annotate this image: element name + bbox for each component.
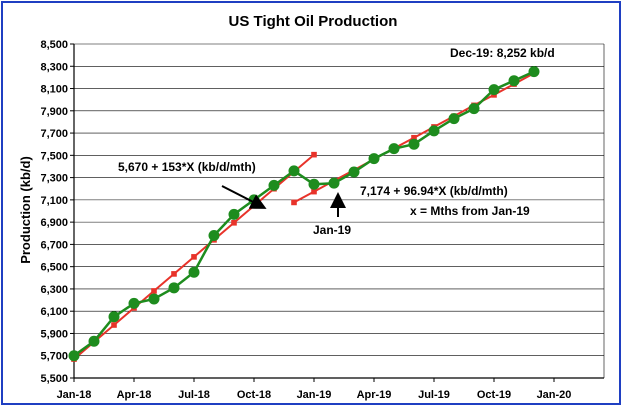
data-point [508, 75, 520, 87]
data-point [188, 266, 200, 278]
y-tick-label: 8,100 [40, 84, 68, 96]
y-tick-label: 6,900 [40, 217, 68, 229]
data-point [168, 282, 180, 294]
axes [70, 43, 605, 382]
y-tick-label: 6,500 [40, 262, 68, 274]
data-point [151, 288, 157, 294]
y-tick-labels: 5,500 5,700 5,900 6,100 6,300 6,500 6,700 6,900… [40, 39, 68, 385]
data-point [311, 151, 317, 158]
data-point [528, 66, 540, 78]
data-point [231, 220, 237, 226]
y-tick-label: 7,500 [40, 150, 68, 162]
annotation-fit2: 7,174 + 96.94*X (kb/d/mth) [360, 184, 508, 198]
data-point [428, 125, 440, 137]
data-point [171, 271, 177, 277]
y-tick-label: 8,300 [40, 61, 68, 73]
annotation-dec19: Dec-19: 8,252 kb/d [450, 46, 555, 60]
annotation-xdef: x = Mths from Jan-19 [410, 204, 530, 218]
y-tick-label: 5,900 [40, 328, 68, 340]
data-point [288, 165, 300, 177]
x-tick-label: Jan-20 [537, 389, 572, 401]
data-point [108, 311, 120, 323]
data-point [411, 134, 417, 141]
chart-title: US Tight Oil Production [229, 13, 398, 30]
y-tick-label: 7,900 [40, 106, 68, 118]
data-point [408, 138, 420, 150]
x-tick-label: Oct-19 [477, 389, 511, 401]
data-point [88, 335, 100, 347]
data-point [128, 297, 140, 309]
data-point [488, 84, 500, 96]
data-point [148, 293, 160, 305]
y-tick-label: 6,300 [40, 284, 68, 296]
data-point [348, 166, 360, 178]
y-tick-label: 6,100 [40, 306, 68, 318]
y-tick-label: 5,500 [40, 373, 68, 385]
data-point [468, 103, 480, 115]
y-tick-label: 5,700 [40, 351, 68, 363]
x-tick-label: Jul-19 [418, 389, 450, 401]
data-point [208, 229, 220, 241]
y-tick-label: 7,300 [40, 173, 68, 185]
data-point [68, 350, 80, 362]
y-tick-label: 7,700 [40, 128, 68, 140]
fit1-arrow [221, 185, 267, 209]
data-point [291, 199, 297, 206]
y-tick-label: 7,100 [40, 195, 68, 207]
y-tick-label: 8,500 [40, 39, 68, 51]
data-point [388, 143, 400, 155]
x-tick-labels: Jan-18 Apr-18 Jul-18 Oct-18 Jan-19 Apr-19 Jul-… [57, 389, 572, 401]
x-tick-label: Apr-19 [357, 389, 392, 401]
data-point [111, 322, 117, 328]
data-point [448, 113, 460, 125]
data-point [368, 153, 380, 165]
data-point [308, 178, 320, 190]
x-tick-label: Oct-18 [237, 389, 271, 401]
data-point [311, 188, 317, 195]
x-tick-label: Jan-19 [297, 389, 332, 401]
y-axis-label: Production (kb/d) [18, 156, 33, 264]
data-point [328, 177, 340, 189]
x-tick-label: Jan-18 [57, 389, 92, 401]
annotation-fit1: 5,670 + 153*X (kb/d/mth) [118, 160, 256, 174]
y-tick-label: 6,700 [40, 239, 68, 251]
data-point [228, 208, 240, 220]
series-layer [68, 66, 540, 362]
data-point [191, 254, 197, 260]
annotation-jan19: Jan-19 [313, 223, 351, 237]
data-point [268, 179, 280, 191]
chart-frame [1, 1, 621, 405]
x-tick-label: Apr-18 [117, 389, 152, 401]
x-tick-label: Jul-18 [178, 389, 210, 401]
